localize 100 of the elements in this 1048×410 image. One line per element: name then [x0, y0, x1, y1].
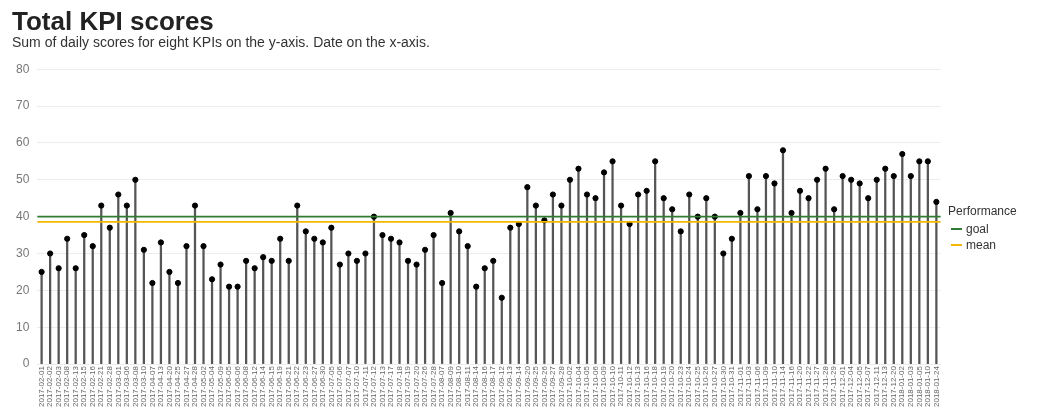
x-tick-label: 2017-02-01 — [36, 365, 46, 407]
x-tick-label: 2017-08-09 — [445, 365, 455, 407]
y-tick-label: 80 — [15, 61, 30, 76]
x-tick-label: 2017-06-23 — [300, 365, 310, 407]
x-tick-label: 2017-10-31 — [727, 365, 737, 407]
x-tick-label: 2017-11-03 — [744, 365, 754, 407]
x-tick-label: 2017-11-10 — [769, 365, 779, 407]
x-tick-label: 2017-09-20 — [522, 365, 532, 407]
x-tick-label: 2017-03-01 — [113, 365, 123, 407]
x-tick-label: 2017-11-27 — [812, 365, 822, 407]
x-tick-label: 2017-10-11 — [616, 365, 626, 407]
y-tick-label: 30 — [15, 245, 30, 260]
x-tick-label: 2017-11-28 — [820, 365, 830, 407]
x-tick-label: 2017-03-10 — [139, 365, 149, 407]
x-tick-label: 2017-07-12 — [369, 365, 379, 407]
chart-subtitle: Sum of daily scores for eight KPIs on the y-axis. Date on the x-axis. — [12, 34, 431, 50]
x-tick-label: 2017-07-20 — [411, 365, 421, 407]
x-tick-label: 2017-09-26 — [539, 365, 549, 407]
x-tick-label: 2017-10-26 — [701, 365, 711, 407]
x-tick-label: 2017-10-10 — [607, 365, 617, 407]
x-tick-label: 2017-06-08 — [241, 365, 251, 407]
x-tick-label: 2017-04-13 — [156, 365, 166, 407]
x-tick-label: 2017-08-07 — [437, 365, 447, 407]
x-tick-label: 2018-01-03 — [906, 365, 916, 407]
x-tick-label: 2018-01-10 — [923, 365, 933, 407]
x-tick-label: 2017-05-02 — [198, 365, 208, 407]
x-tick-label: 2017-07-05 — [326, 365, 336, 407]
x-tick-label: 2017-06-19 — [275, 365, 285, 407]
x-tick-label: 2017-10-30 — [718, 365, 728, 407]
y-tick-label: 0 — [22, 356, 30, 371]
x-tick-label: 2017-10-12 — [624, 365, 634, 407]
x-tick-label: 2017-05-04 — [207, 365, 217, 407]
legend-title: Performance — [948, 204, 1018, 218]
x-tick-label: 2017-06-06 — [232, 365, 242, 407]
x-tick-label: 2017-08-17 — [488, 365, 498, 407]
x-tick-label: 2017-07-17 — [386, 365, 396, 407]
x-tick-label: 2017-07-06 — [335, 365, 345, 407]
x-tick-label: 2017-07-13 — [377, 365, 387, 407]
x-tick-label: 2018-01-02 — [897, 365, 907, 407]
x-tick-label: 2017-11-14 — [778, 365, 788, 407]
x-tick-label: 2017-09-14 — [514, 365, 524, 407]
x-tick-label: 2017-11-06 — [752, 365, 762, 407]
x-tick-label: 2017-10-20 — [667, 365, 677, 407]
x-tick-label: 2017-10-19 — [658, 365, 668, 407]
x-tick-label: 2017-05-09 — [215, 365, 225, 407]
x-tick-label: 2017-11-01 — [735, 365, 745, 407]
x-tick-label: 2017-10-25 — [692, 365, 702, 407]
x-tick-label: 2017-02-16 — [87, 365, 97, 407]
x-tick-label: 2017-09-28 — [556, 365, 566, 407]
x-tick-label: 2017-10-09 — [599, 365, 609, 407]
x-tick-label: 2017-04-20 — [164, 365, 174, 407]
x-tick-label: 2017-08-10 — [454, 365, 464, 407]
x-tick-label: 2017-10-16 — [641, 365, 651, 407]
x-tick-label: 2017-10-06 — [590, 365, 600, 407]
x-tick-label: 2017-10-04 — [573, 365, 583, 407]
x-tick-label: 2017-04-28 — [190, 365, 200, 407]
x-tick-label: 2017-07-11 — [360, 365, 370, 407]
x-tick-label: 2017-09-25 — [531, 365, 541, 407]
x-tick-label: 2017-07-10 — [352, 365, 362, 407]
legend-label: mean — [966, 237, 997, 253]
x-tick-label: 2017-09-27 — [548, 365, 558, 407]
x-tick-label: 2017-08-14 — [471, 365, 481, 407]
x-tick-label: 2018-01-24 — [931, 365, 941, 407]
x-tick-label: 2017-12-11 — [871, 365, 881, 407]
y-tick-label: 70 — [15, 98, 30, 113]
x-tick-label: 2017-11-16 — [786, 365, 796, 407]
x-tick-label: 2017-02-15 — [79, 365, 89, 407]
x-tick-label: 2017-06-12 — [249, 365, 259, 407]
x-tick-label: 2017-06-30 — [318, 365, 328, 407]
x-tick-label: 2017-12-04 — [846, 365, 856, 407]
x-tick-label: 2017-09-12 — [496, 365, 506, 407]
y-tick-label: 60 — [15, 135, 30, 150]
x-tick-label: 2017-10-05 — [582, 365, 592, 407]
x-tick-label: 2017-07-26 — [420, 365, 430, 407]
x-tick-label: 2017-04-25 — [173, 365, 183, 407]
x-tick-label: 2017-12-05 — [854, 365, 864, 407]
x-tick-label: 2017-12-07 — [863, 365, 873, 407]
x-tick-label: 2017-02-28 — [104, 365, 114, 407]
x-tick-label: 2017-11-22 — [803, 365, 813, 407]
x-tick-label: 2017-06-14 — [258, 365, 268, 407]
x-tick-label: 2017-06-22 — [292, 365, 302, 407]
y-tick-label: 20 — [15, 282, 30, 297]
x-tick-label: 2017-06-27 — [309, 365, 319, 407]
x-tick-label: 2017-12-01 — [837, 365, 847, 407]
x-tick-label: 2017-07-19 — [403, 365, 413, 407]
x-tick-label: 2017-06-21 — [283, 365, 293, 407]
x-tick-label: 2017-08-11 — [462, 365, 472, 407]
x-tick-label: 2017-07-28 — [428, 365, 438, 407]
x-tick-label: 2017-10-27 — [710, 365, 720, 407]
x-tick-label: 2017-07-18 — [394, 365, 404, 407]
x-tick-label: 2017-03-08 — [130, 365, 140, 407]
x-tick-label: 2017-06-15 — [266, 365, 276, 407]
x-tick-label: 2017-02-08 — [62, 365, 72, 407]
x-tick-label: 2017-06-05 — [224, 365, 234, 407]
x-tick-label: 2018-01-05 — [914, 365, 924, 407]
x-tick-label: 2017-12-20 — [888, 365, 898, 407]
x-tick-label: 2017-02-13 — [70, 365, 80, 407]
x-tick-label: 2017-07-07 — [343, 365, 353, 407]
legend-label: goal — [966, 221, 989, 237]
x-tick-label: 2017-04-07 — [147, 365, 157, 407]
